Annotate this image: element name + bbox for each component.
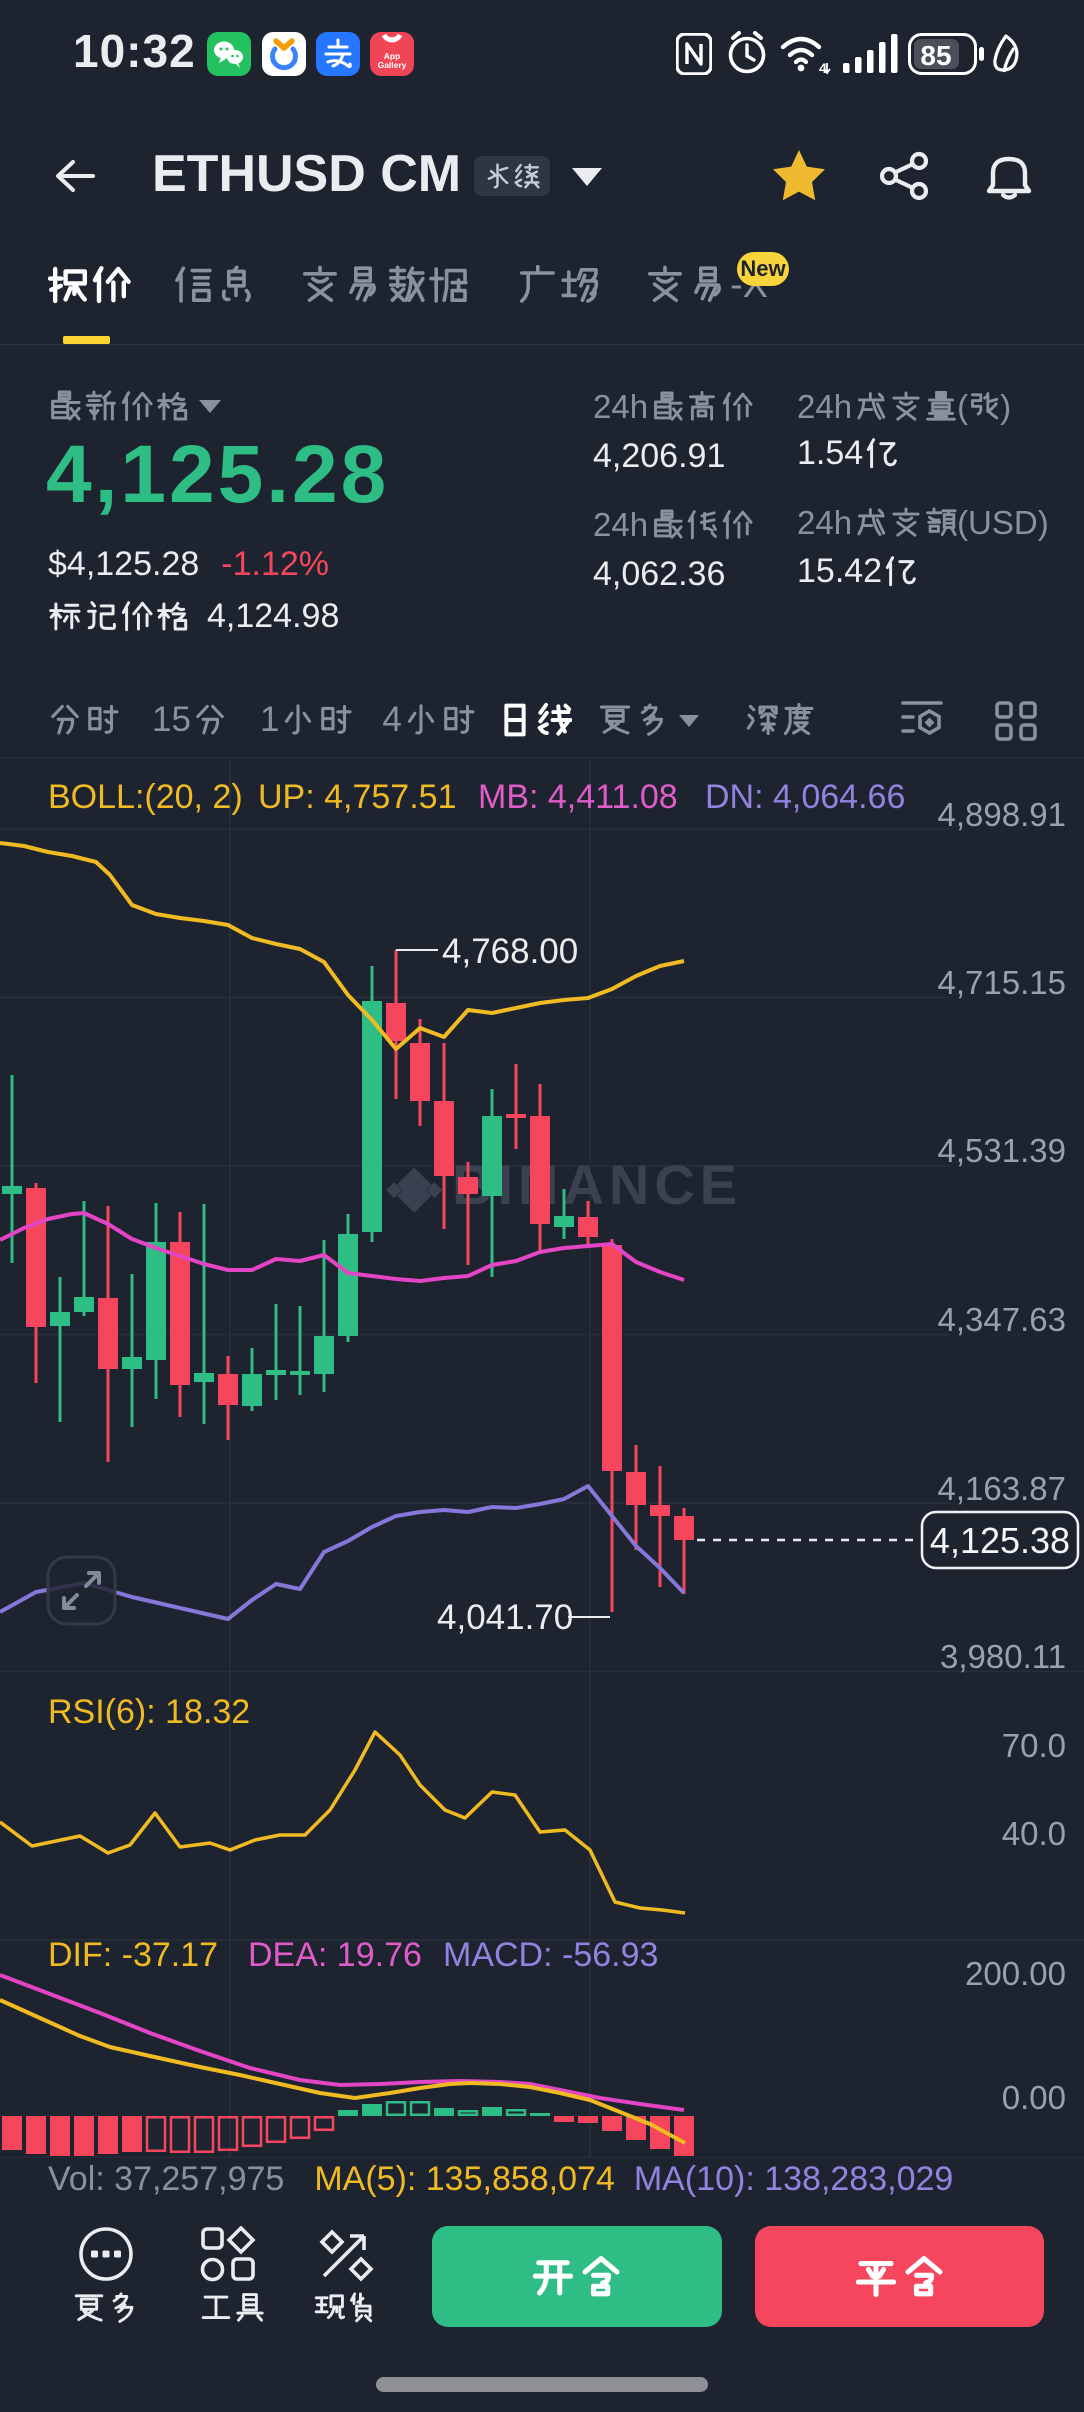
svg-text:MB: 4,411.08: MB: 4,411.08 [478, 778, 678, 816]
svg-text:DN: 4,064.66: DN: 4,064.66 [705, 778, 905, 816]
svg-text:85: 85 [920, 40, 951, 71]
svg-text:UP: 4,757.51: UP: 4,757.51 [258, 778, 456, 816]
svg-text:DEA: 19.76: DEA: 19.76 [248, 1936, 422, 1974]
svg-text:4,531.39: 4,531.39 [938, 1132, 1066, 1169]
svg-text:4: 4 [819, 60, 827, 75]
svg-text:RSI(6): 18.32: RSI(6): 18.32 [48, 1693, 250, 1731]
svg-text:4,163.87: 4,163.87 [938, 1470, 1066, 1507]
svg-text:MACD: -56.93: MACD: -56.93 [443, 1936, 658, 1974]
svg-text:4,125.38: 4,125.38 [930, 1520, 1070, 1561]
svg-text:4,898.91: 4,898.91 [938, 796, 1066, 833]
svg-text:200.00: 200.00 [965, 1955, 1066, 1992]
svg-text:40.0: 40.0 [1002, 1815, 1066, 1852]
svg-text:App: App [384, 51, 401, 61]
svg-text:Gallery: Gallery [378, 60, 407, 70]
svg-text:4,347.63: 4,347.63 [938, 1301, 1066, 1338]
svg-text:3,980.11: 3,980.11 [940, 1638, 1066, 1675]
svg-text:DIF: -37.17: DIF: -37.17 [48, 1936, 218, 1974]
svg-text:70.0: 70.0 [1002, 1727, 1066, 1764]
svg-text:4,041.70: 4,041.70 [437, 1598, 573, 1637]
svg-text:0.00: 0.00 [1002, 2079, 1066, 2116]
svg-text:4,768.00: 4,768.00 [442, 932, 578, 971]
svg-text:4,715.15: 4,715.15 [938, 964, 1066, 1001]
svg-text:BOLL:(20, 2): BOLL:(20, 2) [48, 778, 243, 816]
